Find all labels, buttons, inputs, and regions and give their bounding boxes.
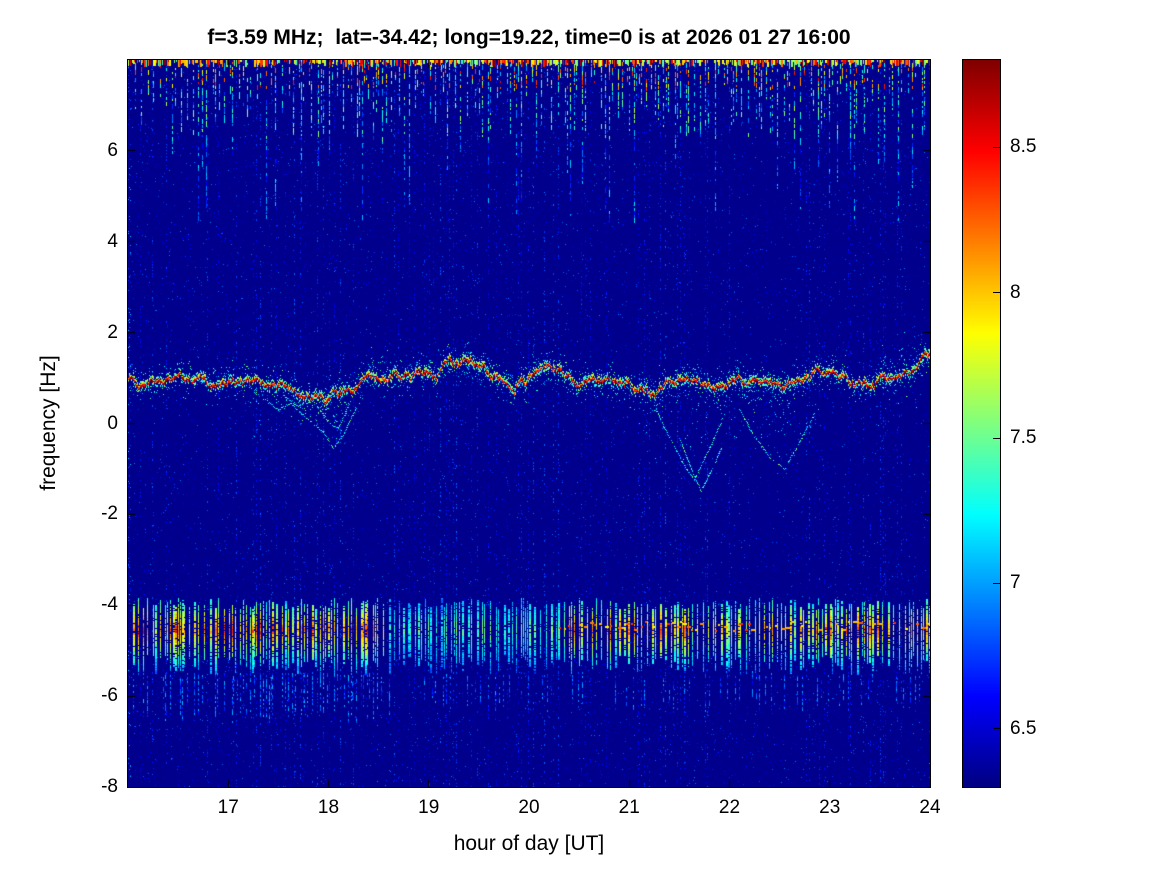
y-tick-label: -4	[101, 594, 118, 616]
x-tick-label: 21	[618, 797, 640, 818]
y-tick-label: 2	[107, 321, 118, 343]
colorbar-tick-mark	[993, 147, 1000, 148]
y-tick-label: 4	[107, 230, 118, 252]
colorbar-tick-mark	[993, 583, 1000, 584]
chart-title: f=3.59 MHz; lat=-34.42; long=19.22, time…	[207, 26, 851, 49]
x-tick-label: 17	[217, 797, 239, 818]
x-tick-label: 22	[718, 797, 741, 818]
y-tick-label: -6	[101, 685, 118, 707]
colorbar-tick-label: 7	[1010, 572, 1021, 594]
y-tick-label: 6	[107, 139, 118, 161]
colorbar-tick-mark	[993, 292, 1000, 293]
y-tick-label: -8	[101, 776, 118, 797]
spectrogram-heatmap	[128, 60, 930, 787]
colorbar-tick-label: 6.5	[1010, 717, 1037, 739]
x-tick-label: 18	[317, 797, 340, 818]
y-tick-label: 0	[107, 412, 118, 434]
colorbar-tick-label: 8.5	[1010, 136, 1037, 158]
colorbar-tick-label: 8	[1010, 281, 1021, 303]
colorbar-tick-label: 7.5	[1010, 427, 1037, 449]
x-axis-label: hour of day [UT]	[453, 832, 605, 855]
x-tick-label: 19	[418, 797, 440, 818]
x-tick-label: 23	[819, 797, 841, 818]
colorbar-tick-mark	[993, 438, 1000, 439]
x-tick-label: 20	[518, 797, 540, 818]
y-tick-label: -2	[101, 503, 118, 525]
x-tick-label: 24	[919, 797, 941, 818]
colorbar-tick-mark	[993, 728, 1000, 729]
colorbar	[963, 60, 1000, 787]
